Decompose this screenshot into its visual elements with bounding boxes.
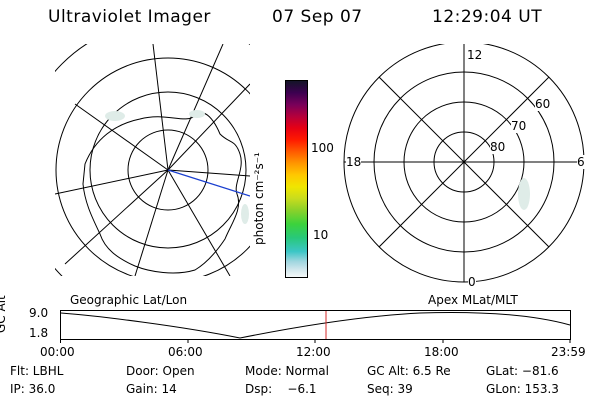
emission-patch bbox=[241, 204, 249, 224]
status-gc-alt: GC Alt: 6.5 Re bbox=[367, 364, 451, 378]
timeline-x-tick-3: 18:00 bbox=[424, 345, 459, 359]
instrument-title: Ultraviolet Imager bbox=[48, 7, 211, 27]
lat-circle bbox=[55, 57, 250, 276]
lat-label-70: 70 bbox=[511, 119, 527, 133]
lat-label-80: 80 bbox=[490, 140, 506, 154]
emission-patch bbox=[105, 111, 125, 121]
meridian bbox=[167, 44, 224, 171]
mlt-label-6: 6 bbox=[577, 155, 585, 169]
meridian bbox=[167, 83, 250, 171]
timeline-x-tick-0: 00:00 bbox=[40, 345, 75, 359]
lat-circle bbox=[127, 129, 209, 211]
colorbar-tick-100: 100 bbox=[311, 141, 334, 155]
lat-circle bbox=[89, 91, 247, 249]
date-label: 07 Sep 07 bbox=[272, 7, 363, 27]
status-ip: IP: 36.0 bbox=[10, 382, 56, 396]
time-label: 12:29:04 UT bbox=[432, 7, 543, 27]
footprint-line bbox=[167, 169, 250, 197]
status-seq: Seq: 39 bbox=[367, 382, 413, 396]
timeline-y-tick-top: 9.0 bbox=[29, 306, 49, 320]
timeline-plot bbox=[60, 310, 571, 343]
colorbar bbox=[285, 80, 308, 278]
meridian bbox=[64, 169, 169, 265]
coastline bbox=[82, 112, 242, 274]
mlt-label-12: 12 bbox=[466, 48, 484, 62]
status-dsp: Dsp: −6.1 bbox=[245, 382, 317, 396]
timeline-x-tick-2: 12:00 bbox=[296, 345, 331, 359]
meridian bbox=[74, 103, 169, 171]
meridian bbox=[55, 169, 169, 195]
timeline-right-title: Apex MLat/MLT bbox=[428, 293, 518, 307]
emission-patch bbox=[518, 178, 530, 210]
mlt-label-0: 0 bbox=[468, 275, 476, 289]
geographic-map bbox=[55, 44, 250, 276]
meridian bbox=[152, 44, 169, 171]
status-mode: Mode: Normal bbox=[245, 364, 329, 378]
timeline-left-title: Geographic Lat/Lon bbox=[70, 293, 188, 307]
meridian bbox=[167, 169, 231, 276]
status-glat: GLat: −81.6 bbox=[486, 364, 559, 378]
meridian bbox=[167, 169, 250, 177]
timeline-y-tick-bottom: 1.8 bbox=[29, 326, 49, 340]
mlt-label-18: 18 bbox=[346, 155, 362, 169]
status-door: Door: Open bbox=[126, 364, 195, 378]
lat-label-60: 60 bbox=[535, 97, 551, 111]
status-gain: Gain: 14 bbox=[126, 382, 177, 396]
status-glon: GLon: 153.3 bbox=[486, 382, 559, 396]
timeline-frame bbox=[60, 310, 571, 340]
polar-plot bbox=[343, 44, 585, 283]
colorbar-tick-10: 10 bbox=[313, 228, 329, 242]
colorbar-label: photon cm⁻²s⁻¹ bbox=[252, 152, 266, 245]
altitude-curve bbox=[60, 311, 571, 339]
emission-patch bbox=[189, 110, 205, 118]
timeline-y-axis-label: GC Alt bbox=[0, 295, 8, 333]
meridian bbox=[134, 169, 169, 276]
timeline-x-tick-4: 23:59 bbox=[551, 345, 586, 359]
timeline-x-tick-1: 06:00 bbox=[168, 345, 203, 359]
mlt-line-diag bbox=[378, 76, 550, 248]
status-filter: Flt: LBHL bbox=[10, 364, 64, 378]
